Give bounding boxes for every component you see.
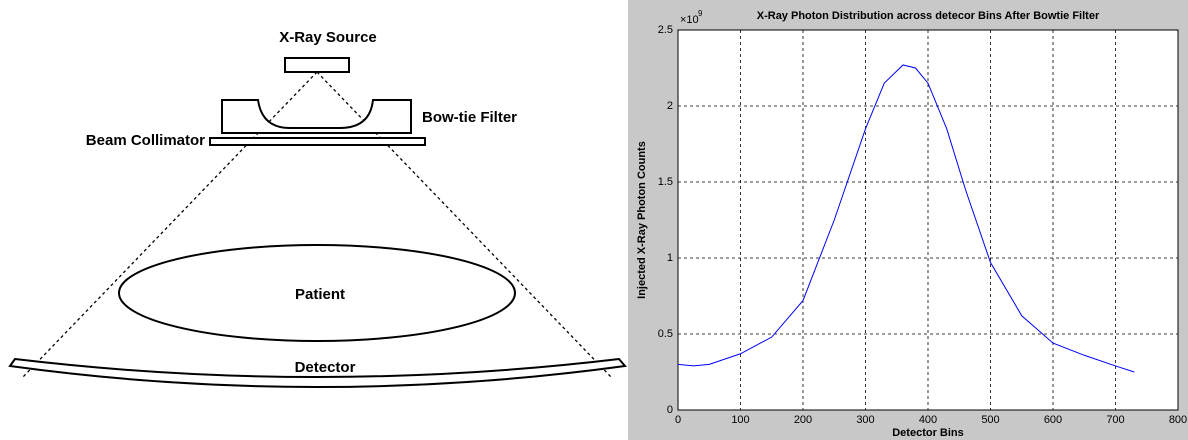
y-axis-label: Injected X-Ray Photon Counts (636, 141, 648, 299)
label: X-Ray Source (279, 29, 377, 46)
plot-frame (677, 29, 1179, 411)
x-tick-label: 700 (1106, 414, 1124, 426)
x-tick-label: 100 (731, 414, 749, 426)
y-tick-label: 0 (667, 404, 673, 416)
label: Detector (295, 359, 356, 376)
y-multiplier-exponent: 9 (698, 9, 703, 18)
x-tick-label: 800 (1169, 414, 1187, 426)
data-line (677, 64, 1135, 373)
x-tick-label: 500 (981, 414, 999, 426)
y-tick-label: 1 (667, 252, 673, 264)
beam-edge (21, 71, 318, 379)
label: Beam Collimator (86, 132, 205, 149)
diagram: X-Ray Source Bow-tie Filter Beam Collima… (8, 29, 627, 388)
x-tick-label: 400 (919, 414, 937, 426)
label: Bow-tie Filter (422, 109, 517, 126)
chart-title: X-Ray Photon Distribution across detecor… (757, 10, 1100, 22)
x-tick-label: 600 (1044, 414, 1062, 426)
y-tick-label: 2.5 (658, 24, 673, 36)
x-axis-label: Detector Bins (892, 427, 964, 439)
bowtie-filter (221, 99, 412, 134)
label: Patient (295, 286, 345, 303)
collimator (209, 137, 426, 146)
source-box (284, 57, 350, 73)
y-tick-label: 0.5 (658, 328, 673, 340)
y-tick-label: 2 (667, 100, 673, 112)
y-tick-label: 1.5 (658, 176, 673, 188)
y-multiplier: ×10 (680, 14, 699, 26)
patient (118, 244, 516, 342)
x-tick-label: 300 (856, 414, 874, 426)
chart: X-Ray Photon Distribution across detecor… (628, 0, 1188, 440)
x-tick-label: 200 (794, 414, 812, 426)
beam-edge (316, 71, 613, 379)
detector (8, 357, 627, 388)
x-tick-label: 0 (675, 414, 681, 426)
